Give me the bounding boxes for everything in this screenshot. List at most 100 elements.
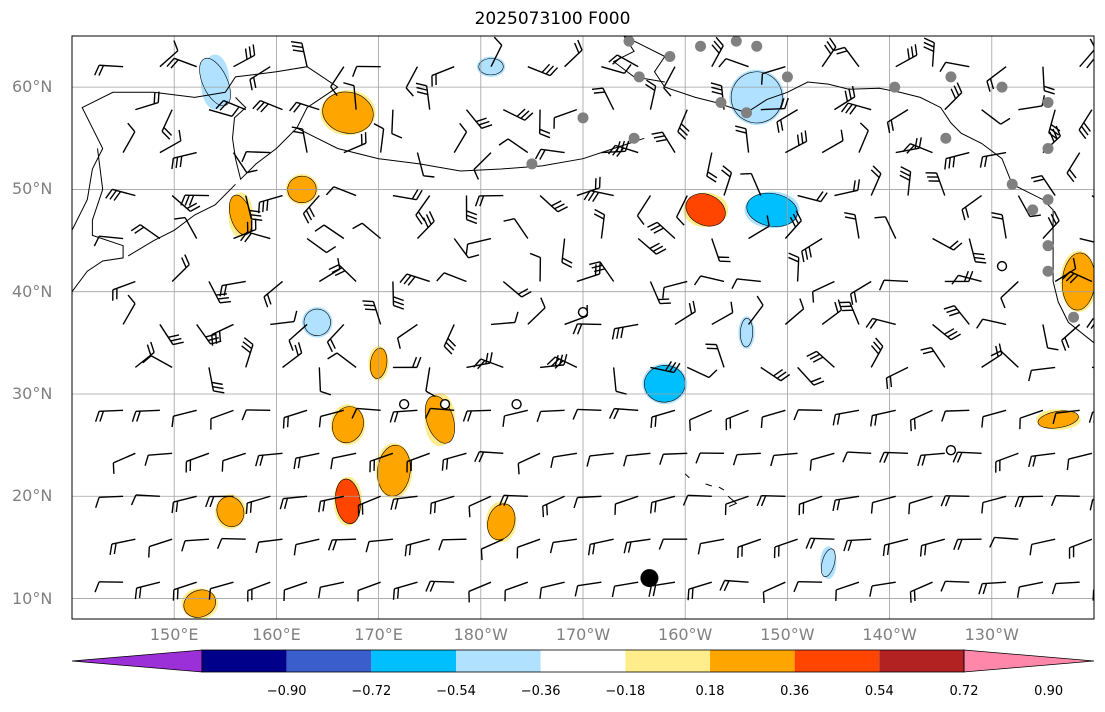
barb-flag bbox=[809, 459, 812, 471]
barb-staff bbox=[361, 222, 382, 240]
barb-flag bbox=[874, 414, 878, 426]
wind-barb bbox=[649, 281, 671, 305]
wind-barb bbox=[784, 210, 802, 239]
barb-flag bbox=[445, 341, 455, 351]
barb-flag bbox=[833, 46, 845, 52]
wind-barb bbox=[330, 66, 345, 97]
wind-barb bbox=[706, 152, 718, 183]
barb-flag bbox=[989, 537, 996, 548]
wind-barb bbox=[572, 323, 602, 335]
barb-flag bbox=[462, 410, 468, 422]
barb-flag bbox=[990, 350, 1002, 357]
barb-flag bbox=[176, 588, 179, 600]
wind-barb bbox=[529, 252, 542, 282]
barb-flag bbox=[948, 157, 951, 169]
wind-barb bbox=[144, 452, 173, 466]
station-marker-open bbox=[577, 306, 589, 318]
barb-flag bbox=[576, 323, 583, 335]
barb-flag bbox=[524, 112, 534, 121]
wind-barb bbox=[416, 152, 435, 178]
barb-flag bbox=[1061, 340, 1067, 351]
colorbar-tick-label: 0.54 bbox=[864, 684, 894, 699]
wind-barb bbox=[318, 367, 332, 396]
barb-flag bbox=[844, 216, 856, 220]
wind-barb bbox=[404, 538, 430, 557]
barb-flag bbox=[913, 589, 916, 602]
barb-flag bbox=[170, 59, 179, 69]
wind-barb bbox=[474, 194, 504, 207]
station-marker-gray bbox=[730, 36, 742, 47]
longitude-label: 170°E bbox=[354, 625, 403, 644]
wind-barb bbox=[468, 581, 492, 603]
wind-barb bbox=[940, 580, 970, 592]
barb-flag bbox=[1050, 213, 1057, 225]
barb-staff bbox=[871, 581, 896, 587]
wind-barb bbox=[473, 152, 492, 180]
wind-barb bbox=[516, 538, 541, 559]
station-marker-gray bbox=[940, 132, 952, 144]
barb-flag bbox=[844, 90, 849, 102]
barb-flag bbox=[1044, 89, 1055, 95]
barb-flag bbox=[731, 278, 738, 290]
barb-flag bbox=[252, 44, 256, 56]
barb-staff bbox=[835, 581, 860, 591]
barb-flag bbox=[883, 452, 889, 463]
barb-flag bbox=[549, 67, 559, 77]
coastline bbox=[684, 473, 690, 479]
wind-barb bbox=[801, 237, 823, 263]
barb-staff bbox=[443, 272, 467, 283]
barb-flag bbox=[425, 390, 436, 398]
barb-flag bbox=[286, 416, 289, 428]
wind-barb bbox=[636, 195, 652, 225]
barb-staff bbox=[700, 275, 725, 283]
colorbar bbox=[71, 649, 1095, 673]
barb-flag bbox=[260, 103, 269, 113]
barb-flag bbox=[836, 50, 848, 55]
wind-barb bbox=[148, 538, 173, 558]
barb-flag bbox=[1047, 347, 1059, 351]
barb-flag bbox=[255, 455, 260, 467]
barb-flag bbox=[211, 381, 223, 386]
barb-flag bbox=[393, 296, 404, 302]
barb-flag bbox=[760, 495, 767, 507]
barb-flag bbox=[944, 328, 955, 335]
wind-barb bbox=[572, 408, 602, 420]
barb-staff bbox=[725, 57, 749, 68]
wind-barb bbox=[576, 176, 601, 197]
wind-barb bbox=[249, 66, 271, 91]
colorbar-swatch bbox=[202, 650, 287, 672]
barb-staff bbox=[490, 321, 515, 326]
barb-flag bbox=[918, 137, 922, 149]
barb-flag bbox=[174, 216, 186, 220]
barb-flag bbox=[843, 540, 848, 552]
barb-flag bbox=[1000, 297, 1006, 309]
barb-flag bbox=[981, 416, 984, 428]
contour-blob bbox=[322, 91, 374, 134]
wind-barb bbox=[798, 495, 823, 516]
barb-flag bbox=[391, 132, 403, 139]
barb-flag bbox=[873, 341, 882, 351]
barb-flag bbox=[695, 452, 701, 464]
station-marker-gray bbox=[623, 36, 635, 47]
wind-barb bbox=[172, 581, 197, 601]
barb-flag bbox=[682, 495, 689, 506]
barb-flag bbox=[874, 216, 886, 219]
wind-barb bbox=[216, 537, 246, 550]
barb-flag bbox=[973, 252, 985, 256]
wind-barb bbox=[517, 452, 541, 475]
barb-staff bbox=[122, 131, 136, 153]
contour-blob bbox=[216, 496, 245, 528]
barb-staff bbox=[425, 367, 431, 392]
barb-staff bbox=[663, 452, 688, 455]
barb-flag bbox=[517, 288, 529, 295]
barb-staff bbox=[173, 409, 197, 417]
barb-flag bbox=[549, 542, 554, 554]
barb-flag bbox=[591, 87, 604, 90]
station-marker-gray bbox=[633, 71, 645, 83]
barb-staff bbox=[552, 538, 577, 544]
wind-barb bbox=[221, 452, 246, 472]
barb-flag bbox=[613, 408, 620, 420]
latitude-label: 20°N bbox=[12, 486, 53, 506]
barb-flag bbox=[293, 310, 298, 322]
barb-flag bbox=[144, 454, 149, 466]
